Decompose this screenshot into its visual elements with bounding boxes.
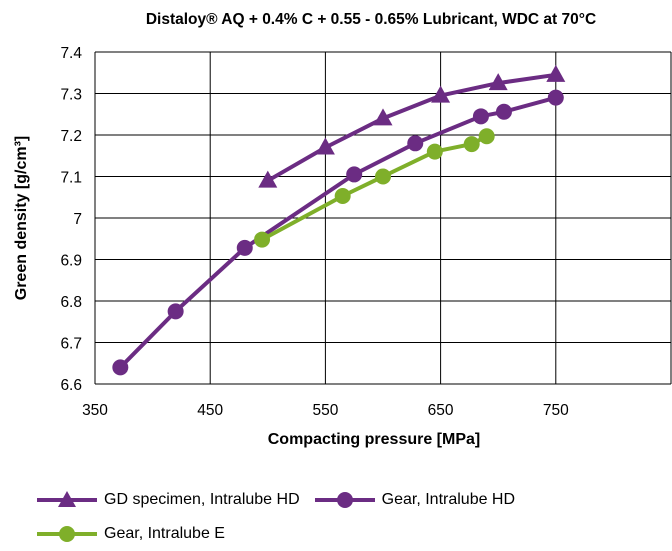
x-tick-label: 750 [543, 402, 569, 419]
x-tick-label: 550 [312, 402, 338, 419]
data-point [431, 85, 451, 103]
y-tick-label: 6.8 [60, 294, 82, 311]
data-point [254, 231, 271, 248]
x-tick-label: 450 [197, 402, 223, 419]
y-axis-label: Green density [g/cm³] [13, 136, 30, 300]
legend-item-gd-specimen: GD specimen, Intralube HD [36, 488, 300, 512]
data-point [334, 188, 351, 205]
chart-title: Distaloy® AQ + 0.4% C + 0.55 - 0.65% Lub… [146, 11, 596, 28]
series-line [266, 72, 557, 183]
grid [94, 51, 672, 385]
series-2 [254, 128, 495, 248]
x-tick-label: 350 [82, 402, 108, 419]
data-point [463, 136, 480, 153]
legend-row-2: Gear, Intralube E [36, 517, 656, 551]
circle-marker-icon [314, 492, 375, 508]
triangle-marker-icon [37, 491, 97, 507]
series-layer [112, 64, 566, 376]
data-point [488, 73, 508, 91]
legend-row-1: GD specimen, Intralube HD Gear, Intralub… [36, 483, 656, 517]
data-point [546, 64, 566, 82]
y-tick-labels: 6.6 6.7 6.8 6.9 7 7.1 7.2 7.3 7.4 [60, 45, 82, 394]
y-tick-label: 6.6 [60, 377, 82, 394]
data-point [426, 143, 443, 160]
data-point [346, 166, 363, 183]
data-point [472, 108, 489, 125]
y-tick-label: 7.4 [60, 45, 82, 62]
series-1 [112, 89, 564, 376]
legend-label-gear-e: Gear, Intralube E [104, 525, 225, 542]
x-tick-labels: 350 450 550 650 750 [82, 402, 569, 419]
data-point [167, 303, 184, 320]
y-tick-label: 7 [73, 211, 82, 228]
y-tick-label: 7.1 [60, 170, 82, 187]
legend-item-gear-e: Gear, Intralube E [36, 522, 225, 546]
data-point [547, 89, 564, 106]
legend-label-gd-specimen: GD specimen, Intralube HD [104, 491, 300, 508]
data-point [375, 168, 391, 185]
legend-label-gear-hd: Gear, Intralube HD [381, 491, 516, 508]
data-point [373, 108, 393, 126]
y-tick-label: 7.2 [60, 128, 82, 145]
y-tick-label: 7.3 [60, 87, 82, 104]
y-tick-label: 6.7 [60, 336, 82, 353]
data-point [112, 359, 129, 376]
series-line [261, 134, 488, 242]
data-point [495, 103, 512, 120]
circle-marker-icon [37, 526, 97, 542]
x-axis-label: Compacting pressure [MPa] [268, 431, 480, 448]
x-tick-label: 650 [428, 402, 454, 419]
data-point [258, 170, 278, 188]
series-0 [258, 64, 566, 188]
data-point [315, 137, 335, 155]
legend-item-gear-hd: Gear, Intralube HD [314, 488, 515, 512]
data-point [407, 135, 424, 152]
data-point [478, 128, 495, 145]
y-tick-label: 6.9 [60, 253, 82, 270]
data-point [236, 239, 253, 256]
legend: GD specimen, Intralube HD Gear, Intralub… [36, 483, 656, 551]
chart: Distaloy® AQ + 0.4% C + 0.55 - 0.65% Lub… [13, 11, 672, 448]
